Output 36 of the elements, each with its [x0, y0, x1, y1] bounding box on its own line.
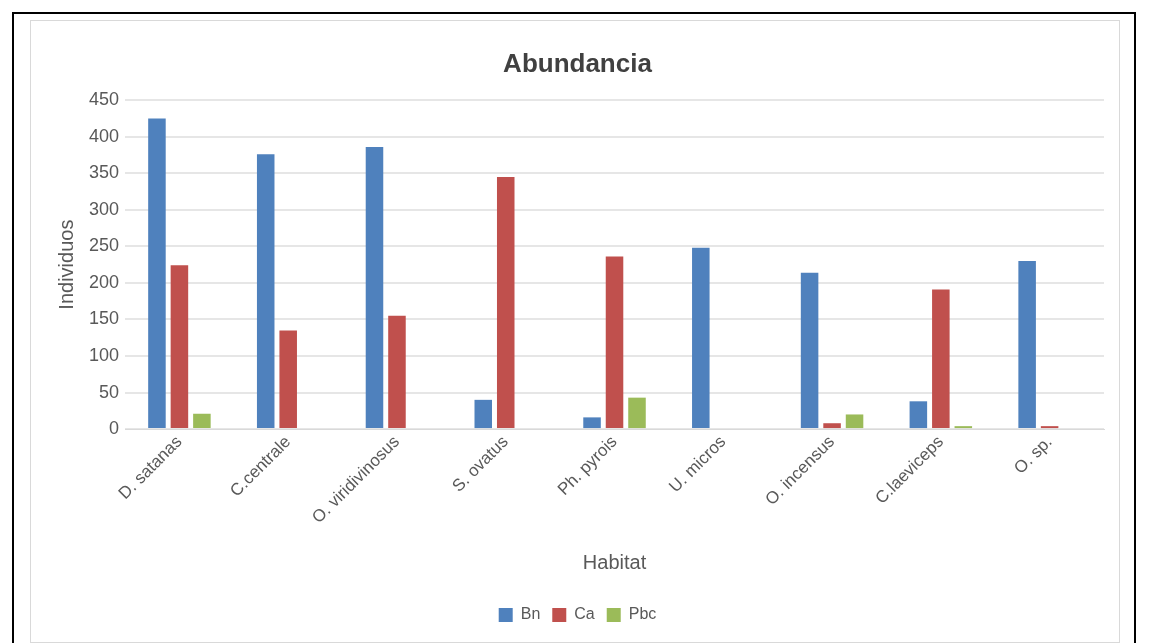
bar [628, 397, 646, 429]
x-axis-title: Habitat [582, 550, 647, 573]
legend-label: Pbc [628, 605, 657, 623]
bar [496, 176, 515, 429]
y-tick-label: 250 [88, 235, 120, 256]
bar [388, 315, 406, 429]
y-tick-label: 50 [99, 381, 120, 402]
bar [845, 414, 864, 429]
bar [800, 272, 819, 429]
bar [256, 154, 275, 429]
bar [583, 417, 601, 429]
y-tick-label: 350 [88, 162, 120, 183]
x-tick-label: O. sp. [1010, 432, 1056, 478]
bar [148, 118, 166, 429]
y-tick-label: 450 [88, 89, 120, 110]
y-tick-label: 200 [88, 271, 120, 292]
bar [474, 399, 493, 429]
y-tick-label: 400 [88, 125, 120, 146]
legend-label: Ca [574, 605, 595, 623]
bar [365, 146, 384, 429]
bar [932, 289, 950, 429]
y-tick-label: 0 [109, 418, 120, 439]
bar [1018, 260, 1036, 429]
y-tick-label: 300 [88, 198, 120, 219]
bar [193, 413, 211, 429]
y-axis-title: Individuos [54, 219, 77, 310]
y-tick-label: 100 [88, 344, 120, 365]
chart-title: Abundancia [503, 47, 653, 78]
bar [170, 265, 189, 429]
y-tick-label: 150 [88, 308, 120, 329]
bar [692, 247, 710, 429]
bar [279, 330, 297, 429]
bar [909, 401, 928, 429]
bar [605, 256, 624, 429]
legend-label: Bn [520, 605, 541, 623]
bar [823, 423, 841, 429]
